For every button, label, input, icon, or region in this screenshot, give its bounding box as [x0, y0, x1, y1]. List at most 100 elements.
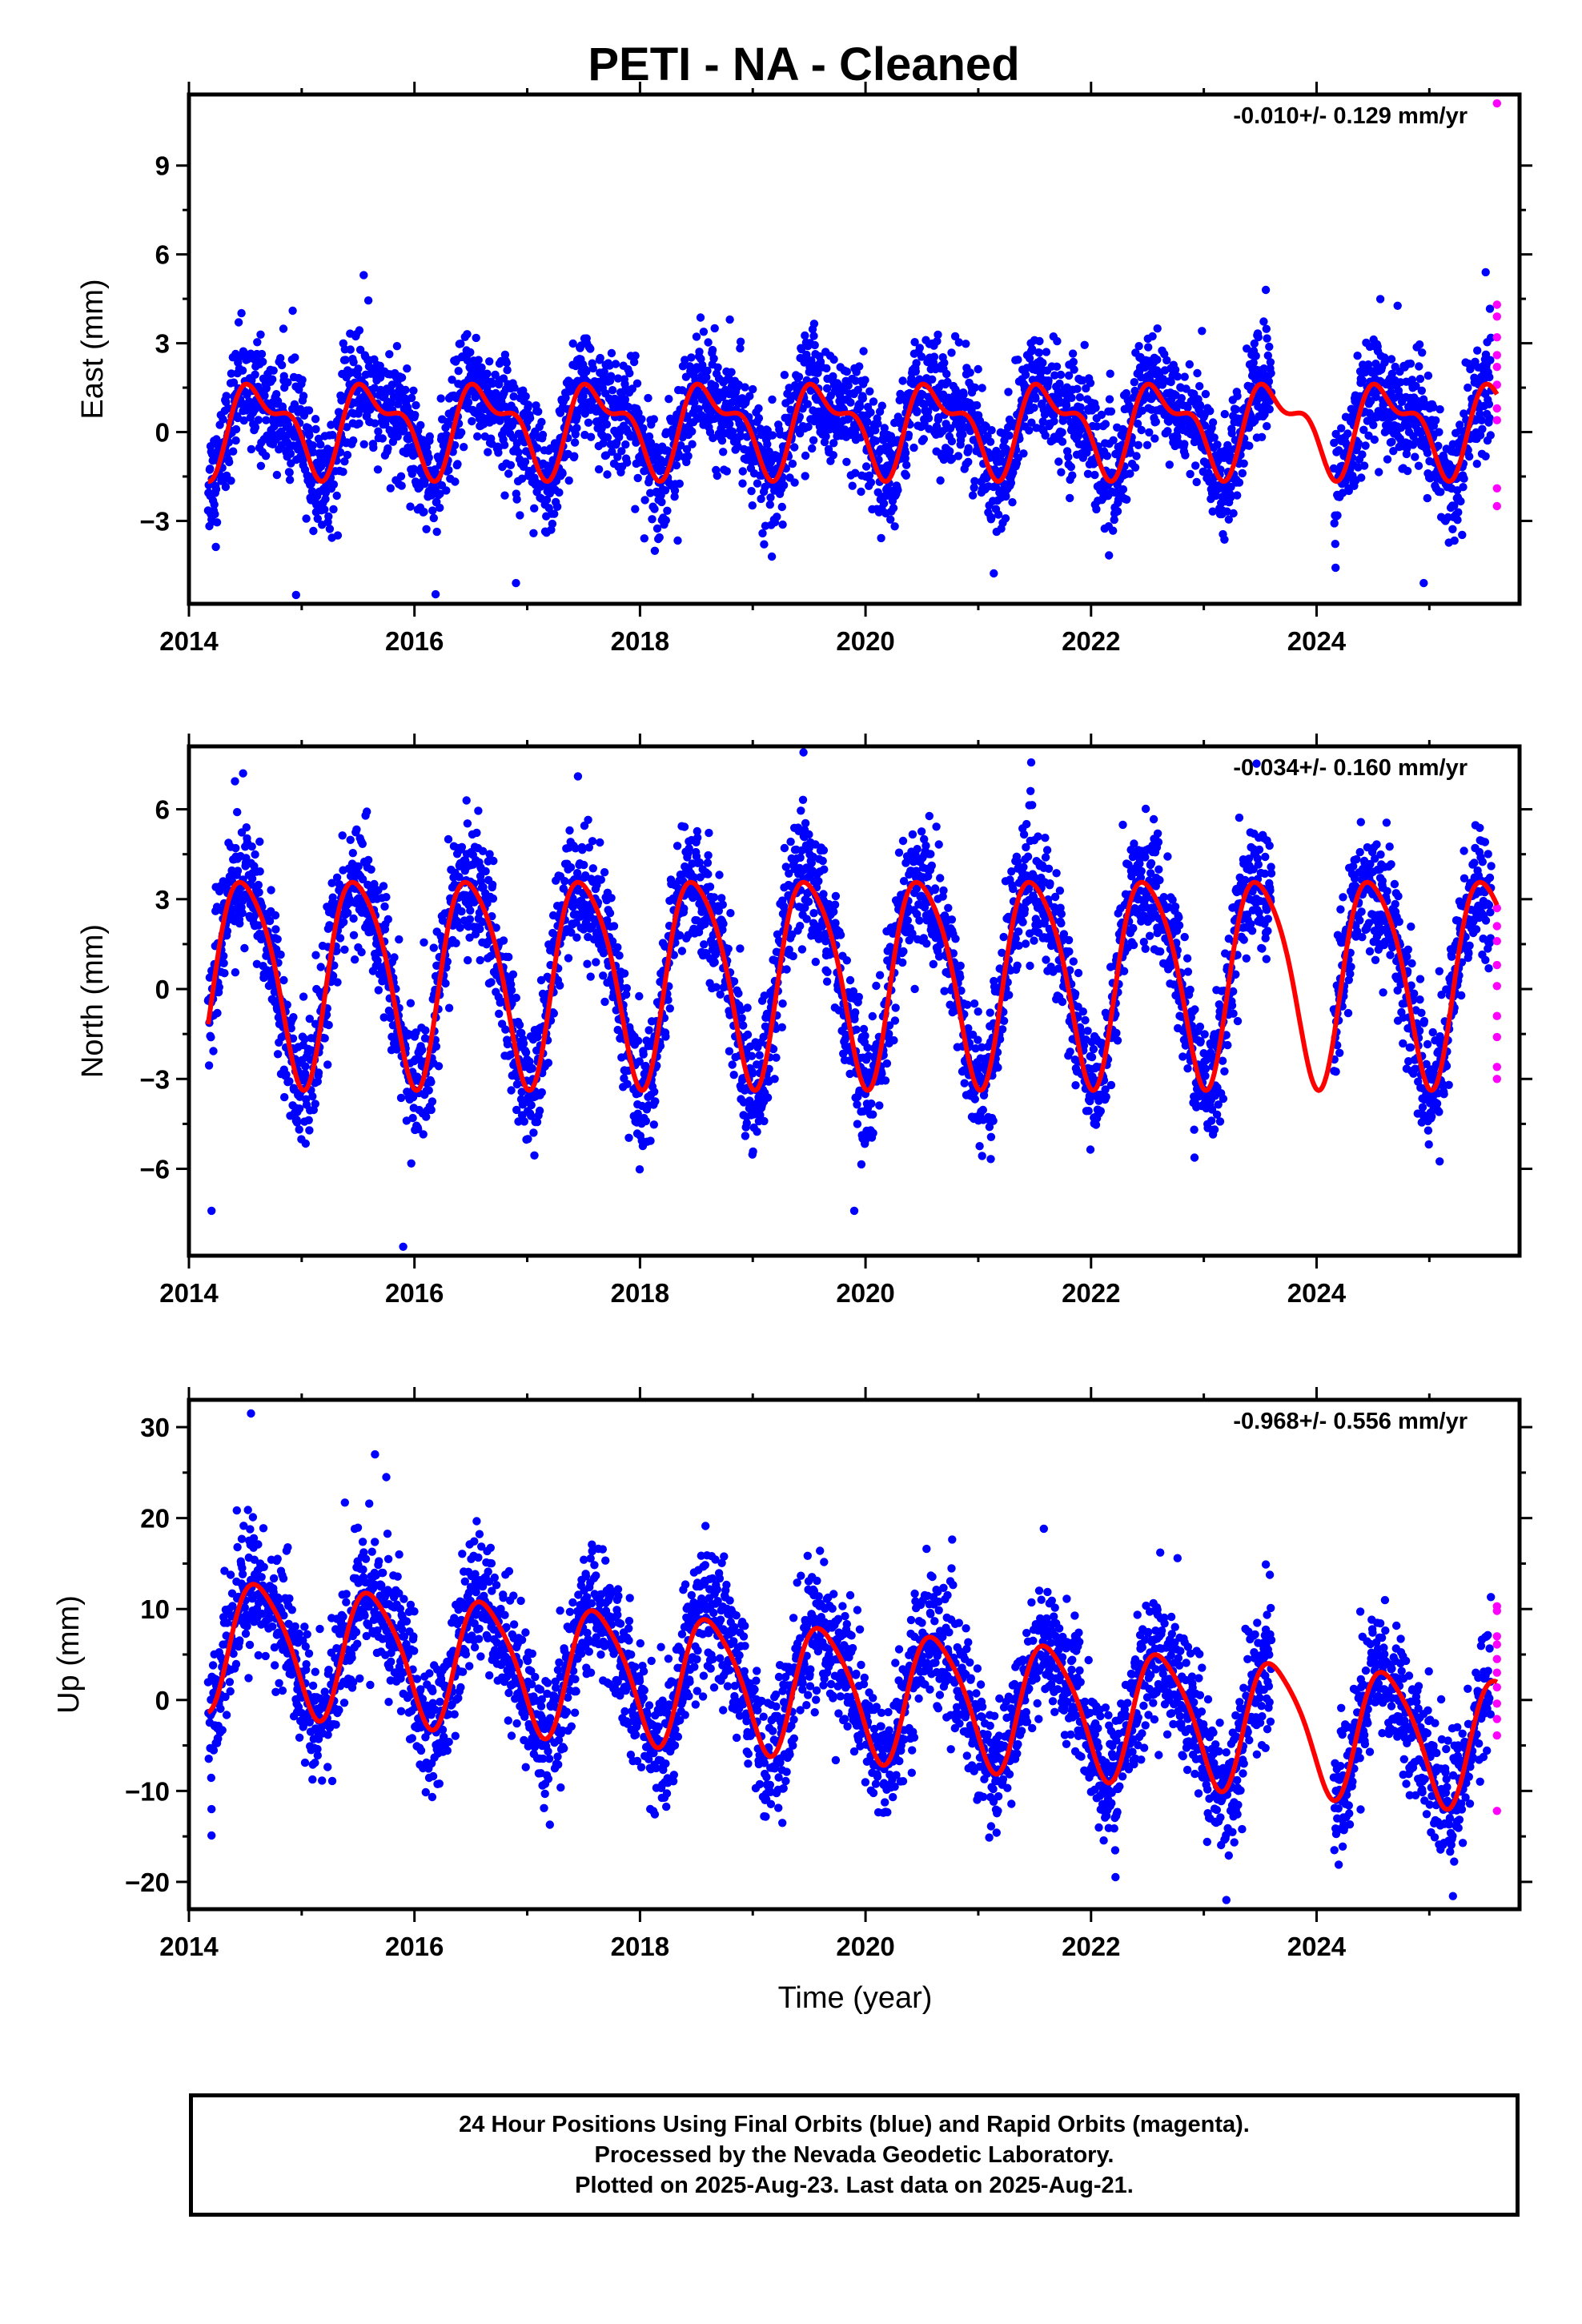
- east-final-point: [510, 383, 519, 392]
- east-final-point: [375, 361, 384, 370]
- east-final-point: [378, 434, 387, 443]
- east-rate-label: -0.010+/- 0.129 mm/yr: [1233, 103, 1468, 129]
- north-final-point: [462, 796, 471, 805]
- north-final-point: [564, 954, 573, 963]
- east-final-point: [930, 352, 939, 361]
- north-final-point: [608, 937, 617, 946]
- east-xtick-label: 2016: [385, 626, 444, 656]
- east-final-point: [853, 385, 862, 394]
- east-final-point: [227, 476, 235, 485]
- east-final-point: [588, 364, 597, 373]
- east-final-point: [813, 368, 822, 377]
- east-final-point: [1008, 498, 1017, 507]
- east-final-point: [269, 366, 278, 375]
- east-final-point: [1434, 441, 1443, 450]
- east-final-point: [966, 427, 975, 436]
- east-final-point: [670, 493, 679, 501]
- east-final-point: [829, 355, 838, 364]
- east-final-point: [871, 436, 881, 445]
- east-final-point: [1415, 374, 1425, 384]
- east-final-point: [1423, 371, 1433, 380]
- east-final-point: [959, 390, 968, 399]
- east-final-point: [942, 369, 951, 379]
- north-final-point: [485, 850, 494, 858]
- east-final-point: [251, 370, 259, 379]
- east-final-point: [611, 360, 620, 368]
- east-ytick-label: 3: [155, 329, 170, 359]
- north-final-point: [408, 1093, 418, 1102]
- north-final-point: [495, 1009, 504, 1019]
- north-final-point: [350, 955, 359, 964]
- east-final-point: [279, 372, 288, 380]
- east-final-point: [1180, 440, 1189, 448]
- north-final-point: [633, 1036, 643, 1045]
- north-final-point: [508, 970, 518, 979]
- east-final-point: [767, 552, 777, 561]
- east-final-point: [879, 499, 889, 508]
- east-final-point: [1142, 440, 1152, 449]
- east-final-point: [552, 502, 562, 511]
- east-final-point: [222, 392, 231, 400]
- east-final-point: [500, 491, 509, 500]
- north-final-point: [379, 1013, 388, 1022]
- north-final-point: [354, 862, 363, 871]
- north-final-point: [584, 815, 592, 824]
- east-final-point: [1454, 508, 1463, 517]
- east-xtick-label: 2022: [1062, 626, 1120, 656]
- east-final-point: [253, 338, 262, 347]
- east-final-point: [738, 467, 747, 476]
- east-final-point: [1447, 464, 1456, 472]
- east-final-point: [655, 533, 664, 542]
- east-final-point: [1064, 452, 1073, 461]
- east-final-point: [448, 376, 456, 384]
- east-final-point: [283, 378, 292, 387]
- east-final-point: [1075, 393, 1085, 402]
- east-final-point: [846, 398, 855, 407]
- east-final-point: [1450, 536, 1459, 545]
- east-final-point: [970, 483, 978, 493]
- east-final-point: [512, 578, 520, 588]
- east-final-point: [1082, 448, 1091, 457]
- east-final-point: [532, 444, 542, 452]
- east-final-point: [1148, 332, 1157, 341]
- east-final-point: [439, 441, 448, 450]
- east-final-point: [396, 472, 406, 480]
- east-final-point: [933, 336, 942, 346]
- east-final-point: [420, 508, 428, 517]
- east-final-point: [761, 482, 769, 492]
- east-final-point: [648, 515, 656, 524]
- east-final-point: [1393, 301, 1402, 310]
- east-final-point: [454, 367, 463, 376]
- east-final-point: [221, 482, 231, 492]
- east-final-point: [608, 386, 617, 395]
- east-final-point: [1375, 295, 1385, 304]
- east-final-point: [1173, 372, 1182, 381]
- east-final-point: [699, 328, 709, 336]
- east-final-point: [1153, 356, 1162, 364]
- east-final-point: [429, 513, 438, 523]
- east-final-point: [1122, 388, 1131, 398]
- east-final-point: [1448, 525, 1457, 533]
- north-final-point: [530, 1151, 539, 1160]
- north-final-point: [314, 1068, 323, 1077]
- east-final-point: [1151, 417, 1161, 426]
- east-final-point: [1343, 429, 1352, 438]
- east-final-point: [1153, 324, 1162, 333]
- east-final-point: [261, 452, 271, 460]
- north-final-point: [233, 807, 242, 817]
- east-final-point: [915, 375, 924, 384]
- north-final-point: [609, 922, 619, 931]
- east-final-point: [797, 345, 806, 354]
- east-final-point: [237, 399, 247, 408]
- north-final-point: [358, 875, 367, 884]
- east-final-point: [1226, 493, 1235, 502]
- east-final-point: [1056, 370, 1066, 380]
- east-final-point: [844, 381, 853, 390]
- east-final-point: [631, 352, 640, 360]
- north-final-point: [639, 1050, 648, 1059]
- east-final-point: [736, 337, 745, 346]
- east-final-point: [320, 505, 329, 514]
- north-final-point: [289, 1013, 298, 1022]
- east-final-point: [260, 391, 269, 400]
- north-final-point: [432, 1042, 441, 1051]
